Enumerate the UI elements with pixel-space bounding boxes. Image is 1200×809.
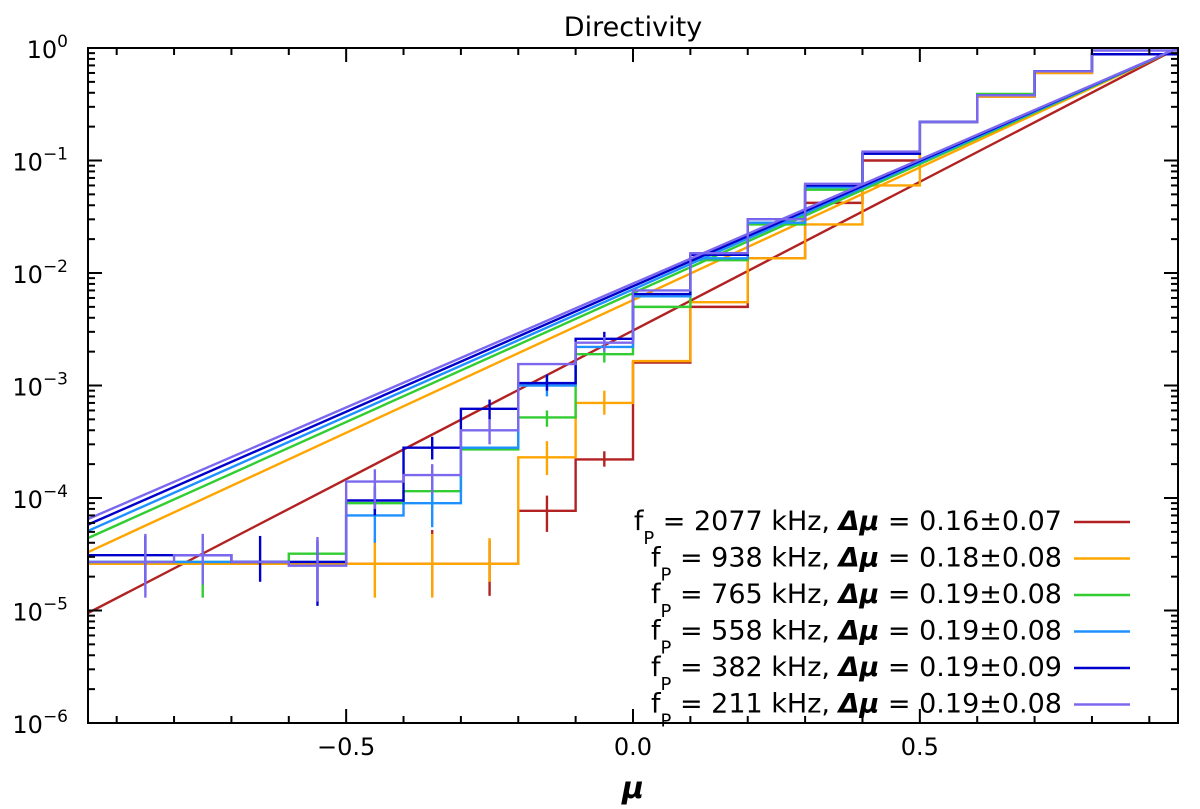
data-area	[88, 48, 1178, 615]
legend-item-211: fP = 211 kHz, Δμ = 0.19±0.08	[651, 689, 1130, 732]
plot-layer	[88, 48, 1178, 615]
legend-label-2077: fP = 2077 kHz, Δμ = 0.16±0.07	[634, 506, 1062, 549]
legend-label-382: fP = 382 kHz, Δμ = 0.19±0.09	[651, 652, 1062, 695]
fit-line-211	[88, 48, 1178, 521]
y-tick-label: 10−3	[12, 370, 68, 402]
x-tick-label: −0.5	[317, 733, 375, 761]
legend-item-938: fP = 938 kHz, Δμ = 0.18±0.08	[651, 543, 1130, 586]
x-tick-label: 0.0	[614, 733, 652, 761]
x-axis-label: μ	[621, 771, 644, 806]
legend-label-765: fP = 765 kHz, Δμ = 0.19±0.08	[651, 579, 1062, 622]
chart-title: Directivity	[564, 12, 702, 43]
y-tick-label: 10−1	[12, 145, 68, 177]
y-tick-label: 10−2	[12, 257, 68, 289]
y-tick-label: 100	[27, 32, 68, 64]
y-tick-label: 10−6	[12, 707, 68, 739]
y-tick-label: 10−5	[12, 595, 68, 627]
y-tick-label: 10−4	[12, 482, 68, 514]
legend-item-765: fP = 765 kHz, Δμ = 0.19±0.08	[651, 579, 1130, 622]
legend-label-938: fP = 938 kHz, Δμ = 0.18±0.08	[651, 543, 1062, 586]
legend-item-2077: fP = 2077 kHz, Δμ = 0.16±0.07	[634, 506, 1130, 549]
histogram-211	[88, 49, 1178, 567]
legend-label-211: fP = 211 kHz, Δμ = 0.19±0.08	[651, 689, 1062, 732]
legend-label-558: fP = 558 kHz, Δμ = 0.19±0.08	[651, 616, 1062, 659]
histogram-938	[88, 53, 1178, 566]
legend-item-558: fP = 558 kHz, Δμ = 0.19±0.08	[651, 616, 1130, 659]
axes-layer: −0.5 0.0 0.5 10−6 10−5 10−4 10−3 10−2 10−1 100	[12, 32, 1179, 761]
x-tick-label: 0.5	[901, 733, 939, 761]
legend-item-382: fP = 382 kHz, Δμ = 0.19±0.09	[651, 652, 1130, 695]
